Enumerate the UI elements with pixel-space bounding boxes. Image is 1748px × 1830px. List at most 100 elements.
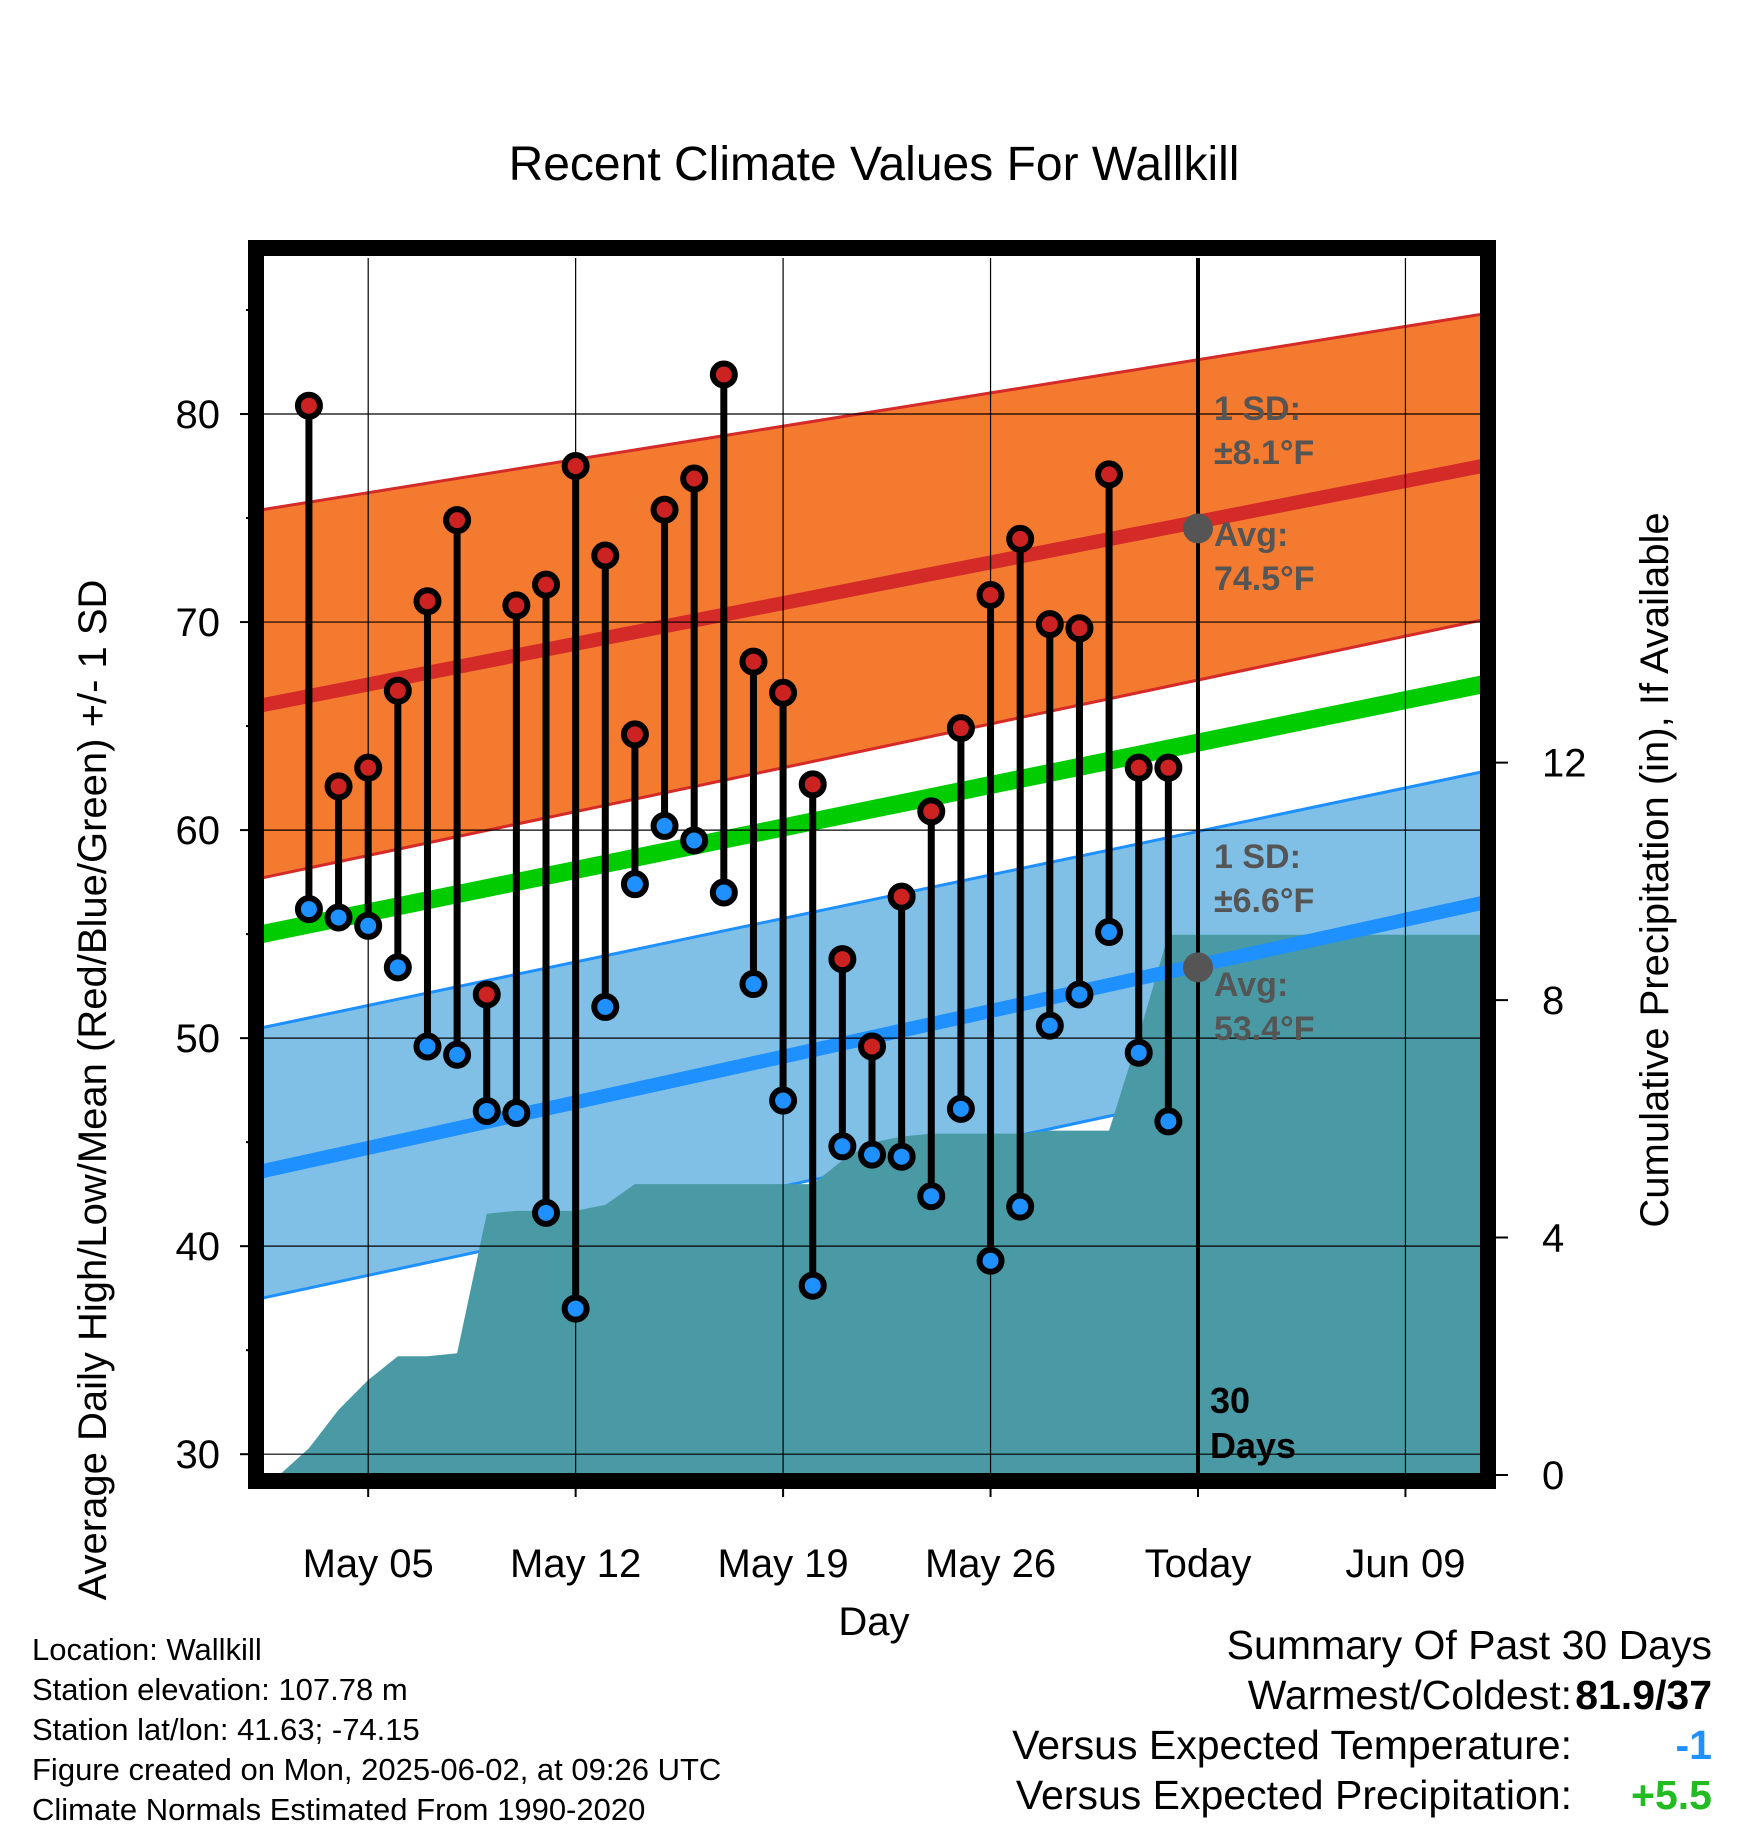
latlon-text: Station lat/lon: 41.63; -74.15 — [32, 1712, 420, 1747]
daily-low-point — [502, 1099, 531, 1128]
location-text: Location: Wallkill — [32, 1632, 262, 1667]
summary-precip-row: Versus Expected Precipitation: +5.5 — [1012, 1770, 1712, 1820]
daily-low-point — [561, 1294, 590, 1323]
daily-low-point — [858, 1140, 886, 1169]
y-tick-label: 50 — [176, 1017, 221, 1061]
x-tick-label: Today — [1145, 1542, 1252, 1586]
daily-high-point — [650, 495, 679, 524]
summary-title: Summary Of Past 30 Days — [1226, 1622, 1712, 1668]
today-high-avg-dot — [1182, 513, 1213, 544]
precip-area — [262, 934, 1482, 1475]
warmest-label: Warmest/Coldest: — [1247, 1672, 1572, 1718]
daily-low-point — [472, 1096, 501, 1125]
high-sd-band-upper-edge — [261, 312, 1483, 512]
daily-high-point — [324, 772, 353, 801]
daily-low-point — [946, 1094, 975, 1123]
daily-high-point — [709, 360, 738, 389]
daily-high-point — [946, 714, 975, 743]
daily-high-point — [413, 587, 442, 616]
x-tick-label: May 12 — [510, 1542, 641, 1586]
daily-low-point — [413, 1032, 442, 1061]
created-text: Figure created on Mon, 2025-06-02, at 09… — [32, 1752, 722, 1787]
daily-low-point — [680, 826, 709, 855]
daily-high-point — [798, 770, 827, 799]
y2-tick-label: 8 — [1542, 979, 1564, 1023]
daily-high-point — [591, 541, 620, 570]
daily-low-point — [620, 870, 649, 899]
x-tick-label: May 26 — [925, 1542, 1056, 1586]
daily-high-point — [858, 1032, 886, 1061]
plot-frame — [248, 240, 1496, 1489]
x-tick-label: May 05 — [303, 1542, 434, 1586]
station-info: Location: Wallkill Station elevation: 10… — [32, 1630, 721, 1830]
low-avg-value: 53.4°F — [1214, 1010, 1315, 1048]
normal-high-line — [260, 459, 1484, 713]
high-avg-label: Avg: — [1214, 516, 1288, 554]
daily-low-point — [709, 878, 738, 907]
summary-panel: Summary Of Past 30 Days Warmest/Coldest:… — [1012, 1620, 1712, 1820]
today-label-line2: Days — [1210, 1425, 1296, 1466]
daily-high-point — [620, 720, 649, 749]
summary-warmest-row: Warmest/Coldest: 81.9/37 — [1012, 1670, 1712, 1720]
daily-high-point — [294, 391, 323, 420]
chart-title: Recent Climate Values For Wallkill — [509, 138, 1240, 191]
y-tick-label: 60 — [176, 809, 221, 853]
y2-tick-label: 0 — [1542, 1454, 1564, 1498]
temp-value: -1 — [1675, 1722, 1712, 1768]
x-tick-label: May 19 — [718, 1542, 849, 1586]
low-sd-value: ±6.6°F — [1214, 882, 1314, 920]
daily-high-point — [739, 647, 768, 676]
daily-low-point — [887, 1142, 916, 1171]
high-sd-band-lower-edge — [261, 618, 1483, 880]
daily-low-point — [443, 1040, 472, 1069]
daily-low-point — [739, 970, 768, 999]
high-sd-band — [262, 314, 1482, 878]
y-tick-label: 30 — [176, 1433, 221, 1477]
daily-high-point — [1035, 610, 1064, 639]
daily-low-point — [1065, 980, 1094, 1009]
summary-temp-row: Versus Expected Temperature: -1 — [1012, 1720, 1712, 1770]
y2-axis-label: Cumulative Precipitation (in), If Availa… — [1633, 512, 1677, 1227]
daily-high-point — [1095, 460, 1124, 489]
daily-low-point — [354, 911, 383, 940]
high-sd-label: 1 SD: — [1214, 390, 1301, 428]
daily-low-point — [324, 903, 353, 932]
daily-low-point — [1124, 1038, 1153, 1067]
daily-low-point — [1095, 918, 1124, 947]
daily-high-point — [1065, 614, 1094, 643]
daily-low-point — [976, 1246, 1005, 1275]
y-tick-label: 40 — [176, 1225, 221, 1269]
y2-tick-label: 12 — [1542, 742, 1587, 786]
daily-low-point — [294, 895, 323, 924]
x-tick-label: Jun 09 — [1345, 1542, 1465, 1586]
daily-low-point — [1154, 1107, 1183, 1136]
daily-low-point — [383, 953, 412, 982]
normals-text: Climate Normals Estimated From 1990-2020 — [32, 1792, 646, 1827]
y-tick-label: 80 — [176, 393, 221, 437]
daily-high-point — [769, 678, 798, 707]
daily-high-point — [472, 980, 501, 1009]
precip-value: +5.5 — [1631, 1772, 1712, 1818]
y-tick-label: 70 — [176, 601, 221, 645]
normal-mean-line — [260, 675, 1484, 943]
daily-low-point — [1035, 1011, 1064, 1040]
warmest-value: 81.9/37 — [1575, 1672, 1712, 1718]
daily-high-point — [1124, 753, 1153, 782]
elevation-text: Station elevation: 107.78 m — [32, 1672, 408, 1707]
plot-area: 1 SD: ±8.1°F Avg: 74.5°F 1 SD: ±6.6°F Avg: 53.4… — [176, 240, 1587, 1586]
daily-low-point — [917, 1182, 946, 1211]
daily-high-point — [443, 506, 472, 535]
daily-low-point — [532, 1198, 561, 1227]
daily-low-point — [650, 811, 679, 840]
temp-label: Versus Expected Temperature: — [1012, 1722, 1572, 1768]
precip-label: Versus Expected Precipitation: — [1015, 1772, 1572, 1818]
low-sd-label: 1 SD: — [1214, 838, 1301, 876]
daily-high-point — [383, 676, 412, 705]
today-label-line1: 30 — [1210, 1380, 1250, 1421]
high-avg-value: 74.5°F — [1214, 560, 1315, 598]
y2-tick-label: 4 — [1542, 1217, 1564, 1261]
high-sd-value: ±8.1°F — [1214, 434, 1314, 472]
daily-high-point — [887, 882, 916, 911]
low-avg-label: Avg: — [1214, 966, 1288, 1004]
